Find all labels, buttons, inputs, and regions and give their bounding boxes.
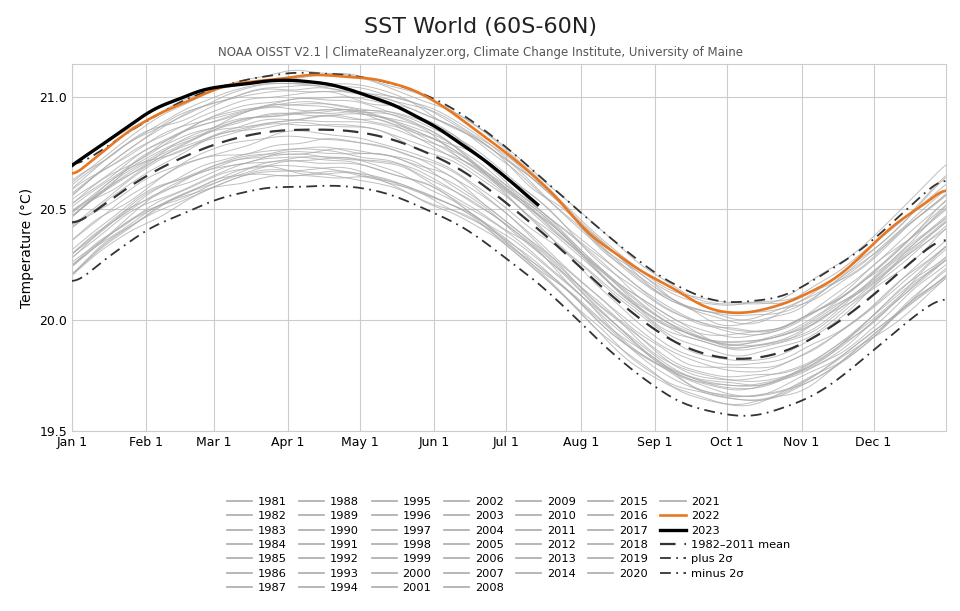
- Legend: 1981, 1982, 1983, 1984, 1985, 1986, 1987, 1988, 1989, 1990, 1991, 1992, 1993, 19: 1981, 1982, 1983, 1984, 1985, 1986, 1987…: [228, 497, 790, 593]
- Text: NOAA OISST V2.1 | ClimateReanalyzer.org, Climate Change Institute, University of: NOAA OISST V2.1 | ClimateReanalyzer.org,…: [218, 46, 742, 59]
- Text: SST World (60S-60N): SST World (60S-60N): [364, 17, 596, 37]
- Y-axis label: Temperature (°C): Temperature (°C): [20, 188, 34, 307]
